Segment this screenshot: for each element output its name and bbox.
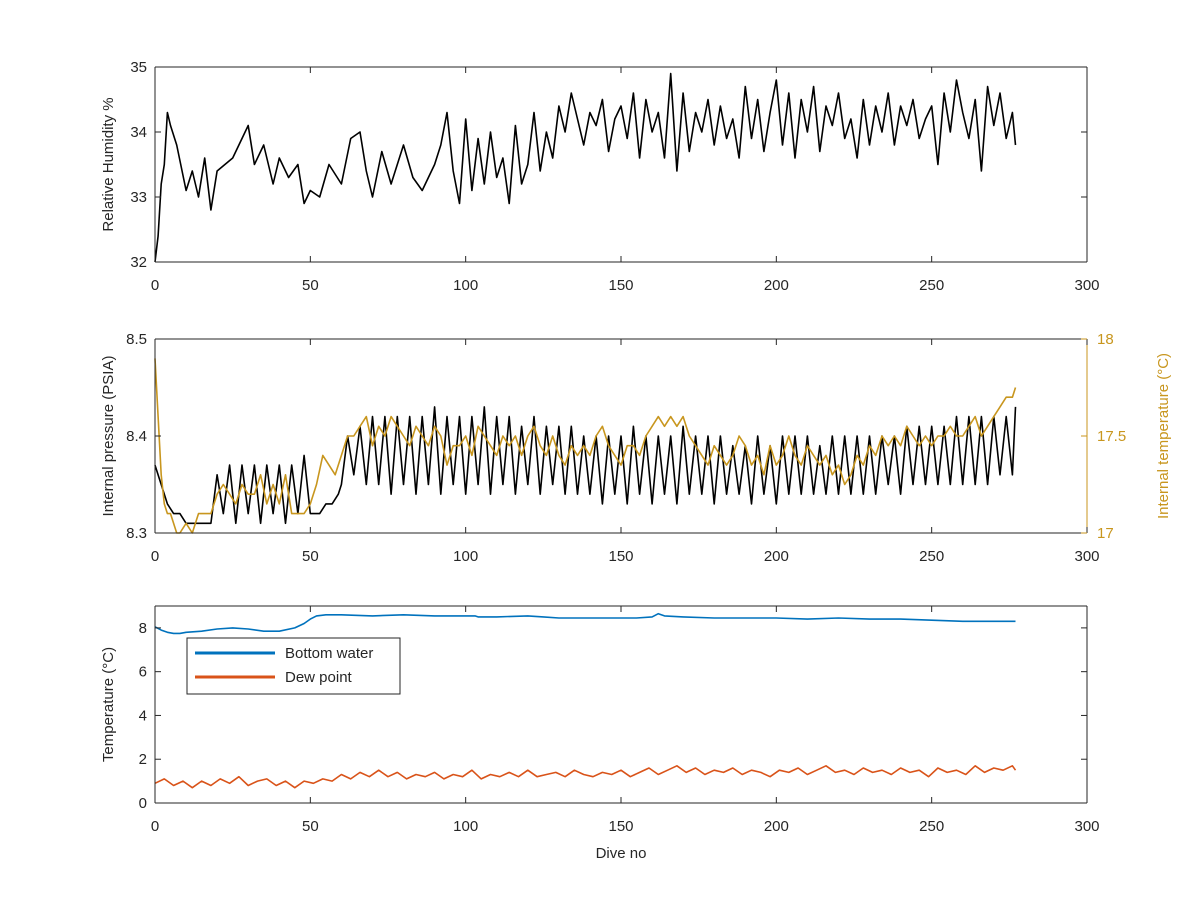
y-tick-label: 8.4: [126, 428, 147, 445]
x-tick-label: 150: [608, 818, 633, 835]
x-axis-title: Dive no: [596, 845, 647, 862]
y-tick-label: 34: [130, 124, 147, 141]
x-tick-label: 200: [764, 277, 789, 294]
x-tick-label: 150: [608, 548, 633, 565]
y-tick-label: 35: [130, 59, 147, 76]
series-line-secondary: [154, 358, 1017, 534]
y-axis-title: Temperature (°C): [100, 647, 117, 762]
y-tick-label: 8: [139, 620, 147, 637]
y-tick-label: 8.5: [126, 331, 147, 348]
panel-2: 0 50 100 150 200 250 300 8.3 8.4 8.5 17 17.5 18 Inter…: [100, 331, 1172, 565]
y-tick-label: 0: [139, 795, 147, 812]
y-tick-label: 33: [130, 189, 147, 206]
legend-label-bottom-water: Bottom water: [285, 645, 373, 662]
series-line-primary: [154, 406, 1017, 525]
panel-3: 0 50 100 150 200 250 300 0 2 4 6 8 Temperature (°C) D…: [100, 605, 1100, 862]
y-axis-title: Relative Humidity %: [100, 97, 117, 231]
series-line-primary: [154, 72, 1017, 263]
x-tick-label: 50: [302, 818, 319, 835]
x-tick-label: 0: [151, 818, 159, 835]
legend: Bottom water Dew point: [186, 637, 401, 695]
legend-box: [186, 637, 401, 695]
y-tick-right-label: 17.5: [1097, 428, 1126, 445]
y-tick-label: 4: [139, 707, 147, 724]
x-tick-label: 250: [919, 277, 944, 294]
x-tick-label: 250: [919, 818, 944, 835]
x-tick-label: 100: [453, 818, 478, 835]
x-tick-label: 250: [919, 548, 944, 565]
y-tick-label: 8.3: [126, 525, 147, 542]
series-line-dew-point: [154, 764, 1017, 789]
y-axis-right-title: Internal temperature (°C): [1155, 353, 1172, 519]
panel-1: 0 50 100 150 200 250 300 32 33 34 35 Relative Humid…: [100, 59, 1100, 294]
legend-label-dew-point: Dew point: [285, 669, 353, 686]
x-tick-label: 50: [302, 548, 319, 565]
x-tick-label: 100: [453, 277, 478, 294]
x-tick-label: 0: [151, 548, 159, 565]
series-line-bottom-water: [154, 612, 1016, 635]
x-tick-label: 200: [764, 818, 789, 835]
y-axis-title: Internal pressure (PSIA): [100, 356, 117, 517]
x-tick-label: 300: [1074, 277, 1099, 294]
y-tick-label: 6: [139, 664, 147, 681]
x-tick-label: 100: [453, 548, 478, 565]
x-tick-label: 300: [1074, 548, 1099, 565]
y-tick-right-label: 18: [1097, 331, 1114, 348]
x-tick-label: 300: [1074, 818, 1099, 835]
x-tick-label: 200: [764, 548, 789, 565]
y-tick-label: 32: [130, 254, 147, 271]
x-tick-label: 50: [302, 277, 319, 294]
y-tick-right-label: 17: [1097, 525, 1114, 542]
y-tick-label: 2: [139, 751, 147, 768]
x-tick-label: 150: [608, 277, 633, 294]
x-tick-label: 0: [151, 277, 159, 294]
